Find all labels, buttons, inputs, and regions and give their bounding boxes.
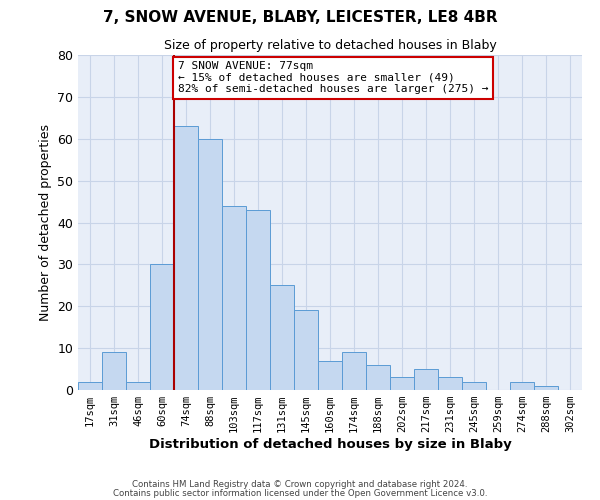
Bar [150,264,174,390]
Bar [462,382,486,390]
Bar [414,369,438,390]
Bar [390,378,414,390]
Bar [174,126,198,390]
Bar [534,386,558,390]
Bar [510,382,534,390]
Bar [246,210,270,390]
Text: Contains public sector information licensed under the Open Government Licence v3: Contains public sector information licen… [113,488,487,498]
Text: 7 SNOW AVENUE: 77sqm
← 15% of detached houses are smaller (49)
82% of semi-detac: 7 SNOW AVENUE: 77sqm ← 15% of detached h… [178,62,488,94]
Bar [366,365,390,390]
Bar [102,352,126,390]
Text: Contains HM Land Registry data © Crown copyright and database right 2024.: Contains HM Land Registry data © Crown c… [132,480,468,489]
Bar [222,206,246,390]
Bar [198,138,222,390]
X-axis label: Distribution of detached houses by size in Blaby: Distribution of detached houses by size … [149,438,511,451]
Text: 7, SNOW AVENUE, BLABY, LEICESTER, LE8 4BR: 7, SNOW AVENUE, BLABY, LEICESTER, LE8 4B… [103,10,497,25]
Bar [270,286,294,390]
Bar [78,382,102,390]
Bar [126,382,150,390]
Bar [342,352,366,390]
Y-axis label: Number of detached properties: Number of detached properties [38,124,52,321]
Bar [438,378,462,390]
Bar [294,310,318,390]
Title: Size of property relative to detached houses in Blaby: Size of property relative to detached ho… [164,40,496,52]
Bar [318,360,342,390]
